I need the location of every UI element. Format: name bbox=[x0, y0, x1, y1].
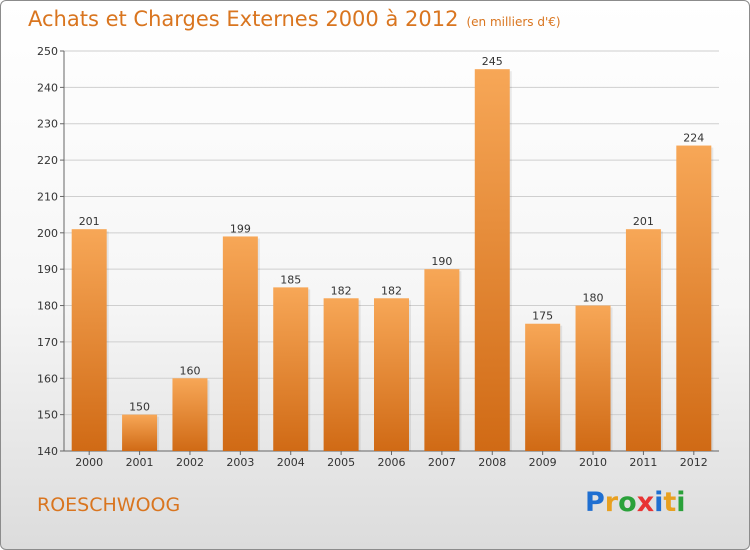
data-label: 224 bbox=[683, 132, 704, 145]
y-tick-label: 220 bbox=[37, 154, 58, 167]
logo-letter: P bbox=[585, 487, 605, 518]
bar bbox=[474, 69, 510, 451]
x-tick-label: 2005 bbox=[327, 456, 355, 469]
data-label: 180 bbox=[583, 292, 604, 305]
x-tick-label: 2001 bbox=[126, 456, 154, 469]
bar bbox=[71, 229, 107, 451]
data-label: 150 bbox=[129, 401, 150, 414]
x-tick-label: 2009 bbox=[529, 456, 557, 469]
bar bbox=[424, 269, 460, 451]
bar bbox=[625, 229, 661, 451]
bar bbox=[122, 414, 158, 451]
x-tick-label: 2011 bbox=[629, 456, 657, 469]
y-tick-label: 200 bbox=[37, 227, 58, 240]
logo-letter: o bbox=[618, 487, 637, 518]
y-tick-label: 160 bbox=[37, 372, 58, 385]
bar bbox=[222, 236, 258, 451]
y-tick-label: 240 bbox=[37, 81, 58, 94]
data-label: 182 bbox=[381, 284, 402, 297]
y-tick-label: 230 bbox=[37, 118, 58, 131]
data-label: 175 bbox=[532, 310, 553, 323]
data-label: 182 bbox=[331, 284, 352, 297]
bar bbox=[575, 305, 611, 451]
y-tick-label: 150 bbox=[37, 409, 58, 422]
bar bbox=[172, 378, 208, 451]
logo-letter: t bbox=[663, 487, 677, 518]
x-tick-label: 2003 bbox=[226, 456, 254, 469]
logo-letter: i bbox=[676, 487, 686, 518]
x-tick-label: 2002 bbox=[176, 456, 204, 469]
bar bbox=[525, 323, 561, 451]
bar bbox=[676, 145, 712, 451]
x-tick-label: 2000 bbox=[75, 456, 103, 469]
y-tick-label: 170 bbox=[37, 336, 58, 349]
chart-title: Achats et Charges Externes 2000 à 2012 (e… bbox=[28, 7, 561, 31]
title-unit: (en milliers d'€) bbox=[466, 15, 561, 29]
data-label: 185 bbox=[280, 273, 301, 286]
data-label: 201 bbox=[633, 215, 654, 228]
bar bbox=[323, 298, 359, 451]
proxiti-logo: Proxiti bbox=[585, 487, 686, 518]
data-label: 201 bbox=[79, 215, 100, 228]
data-label: 190 bbox=[431, 255, 452, 268]
data-label: 199 bbox=[230, 222, 251, 235]
data-label: 160 bbox=[179, 364, 200, 377]
x-tick-label: 2004 bbox=[277, 456, 305, 469]
x-tick-label: 2012 bbox=[680, 456, 708, 469]
y-tick-label: 140 bbox=[37, 445, 58, 458]
y-tick-label: 190 bbox=[37, 263, 58, 276]
bar bbox=[273, 287, 309, 451]
logo-letter: i bbox=[654, 487, 664, 518]
bar bbox=[374, 298, 409, 451]
y-tick-label: 180 bbox=[37, 300, 58, 313]
data-label: 245 bbox=[482, 55, 503, 68]
logo-letter: x bbox=[636, 487, 655, 518]
title-text: Achats et Charges Externes 2000 à 2012 bbox=[28, 7, 459, 31]
logo-letter: r bbox=[604, 487, 619, 518]
x-tick-label: 2006 bbox=[378, 456, 406, 469]
x-tick-label: 2008 bbox=[478, 456, 506, 469]
place-name: ROESCHWOOG bbox=[37, 494, 181, 516]
x-tick-label: 2010 bbox=[579, 456, 607, 469]
x-tick-label: 2007 bbox=[428, 456, 456, 469]
y-tick-label: 250 bbox=[37, 45, 58, 58]
y-tick-label: 210 bbox=[37, 190, 58, 203]
